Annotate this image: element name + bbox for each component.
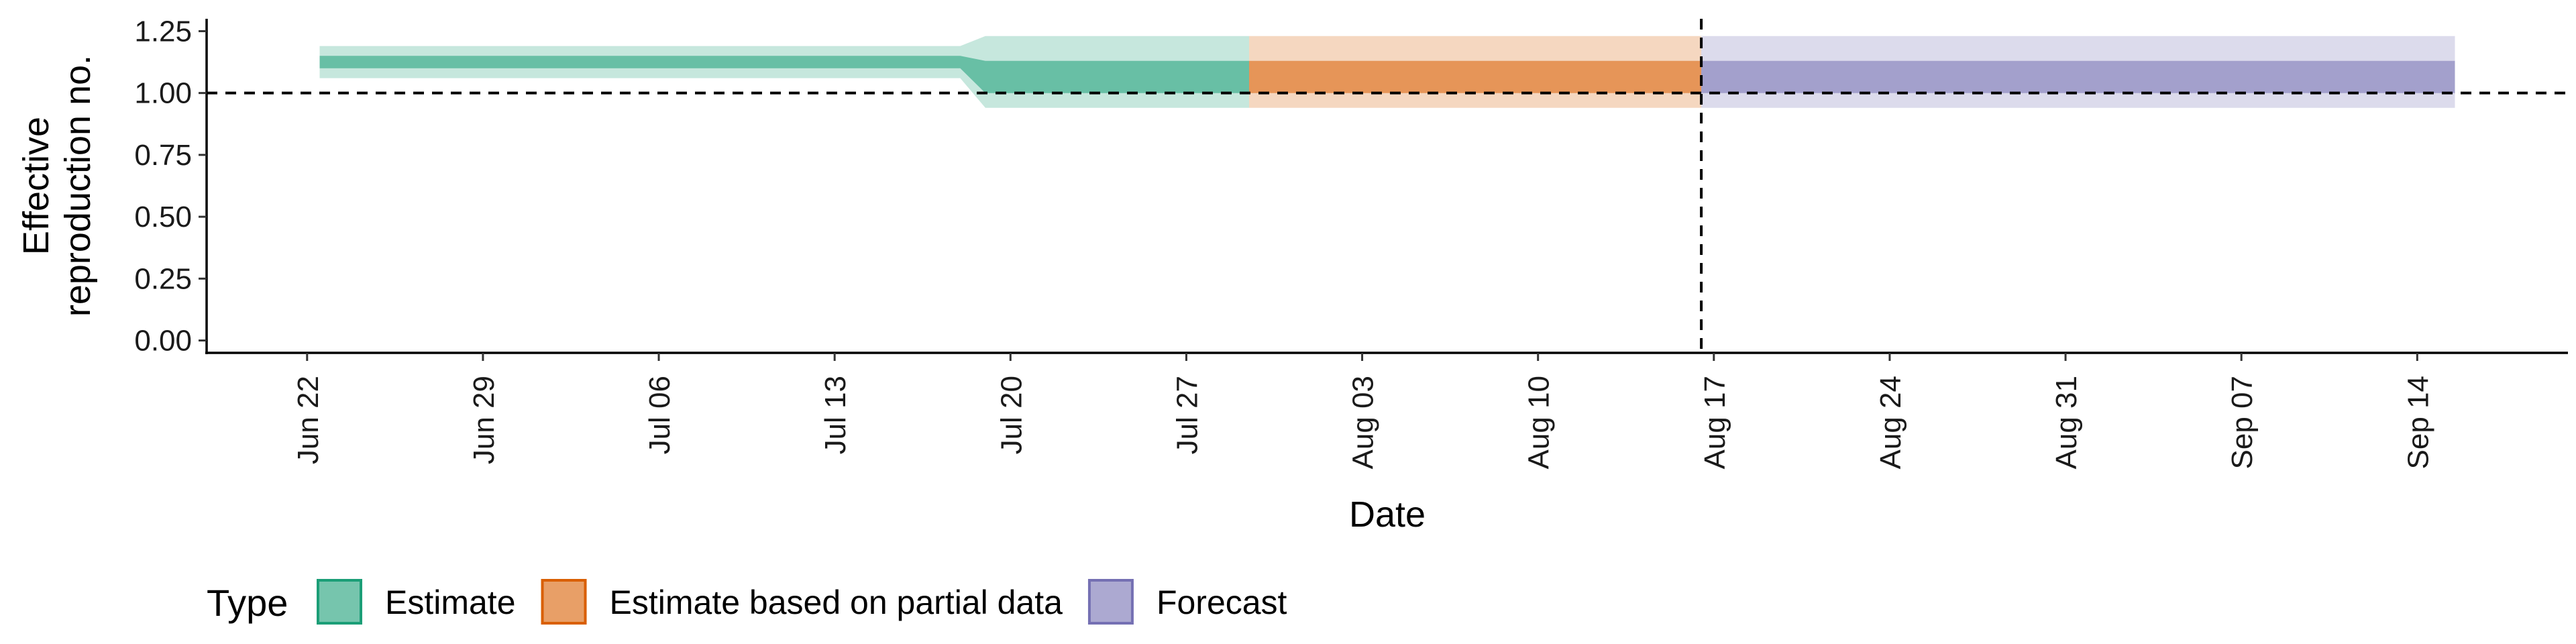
x-tick-label: Jun 29 [468, 376, 500, 464]
x-tick-label: Sep 07 [2226, 376, 2259, 469]
x-tick-label: Aug 17 [1699, 376, 1731, 469]
y-tick-label: 0.00 [134, 325, 192, 358]
x-tick-label: Jul 20 [995, 376, 1028, 454]
y-axis-title: Effectivereproduction no. [16, 55, 98, 317]
legend: Type Estimate Estimate based on partial da… [207, 579, 1287, 625]
legend-key-1 [541, 579, 587, 625]
x-axis-title: Date [1349, 494, 1426, 535]
legend-key-2 [1087, 579, 1134, 625]
y-tick-label: 0.25 [134, 262, 192, 295]
ribbon-inner-0 [319, 56, 1249, 93]
ribbon-inner-1 [1249, 60, 1702, 93]
legend-label-2: Forecast [1157, 584, 1287, 621]
x-tick-label: Jul 27 [1171, 376, 1203, 454]
legend-label-0: Estimate [385, 584, 516, 621]
y-tick-label: 0.50 [134, 201, 192, 233]
legend-label-1: Estimate based on partial data [610, 584, 1063, 621]
x-tick-label: Jun 22 [292, 376, 325, 464]
legend-key-0 [317, 579, 362, 625]
y-tick-label: 0.75 [134, 139, 192, 172]
x-tick-label: Sep 14 [2402, 376, 2434, 469]
x-tick-label: Aug 10 [1523, 376, 1556, 469]
x-tick-label: Aug 03 [1347, 376, 1380, 469]
y-tick-label: 1.00 [134, 77, 192, 110]
ribbon-inner-2 [1701, 60, 2455, 93]
y-tick-label: 1.25 [134, 15, 192, 48]
x-tick-label: Jul 13 [819, 376, 852, 454]
x-tick-label: Jul 06 [643, 376, 676, 454]
ribbon-layer [319, 36, 2455, 108]
legend-title: Type [207, 582, 288, 624]
x-tick-label: Aug 24 [1874, 376, 1907, 469]
axes: 0.00 0.25 0.50 0.75 1.00 1.25 Jun 22 Jun 29 Jul … [16, 15, 2568, 535]
x-tick-label: Aug 31 [2050, 376, 2083, 469]
